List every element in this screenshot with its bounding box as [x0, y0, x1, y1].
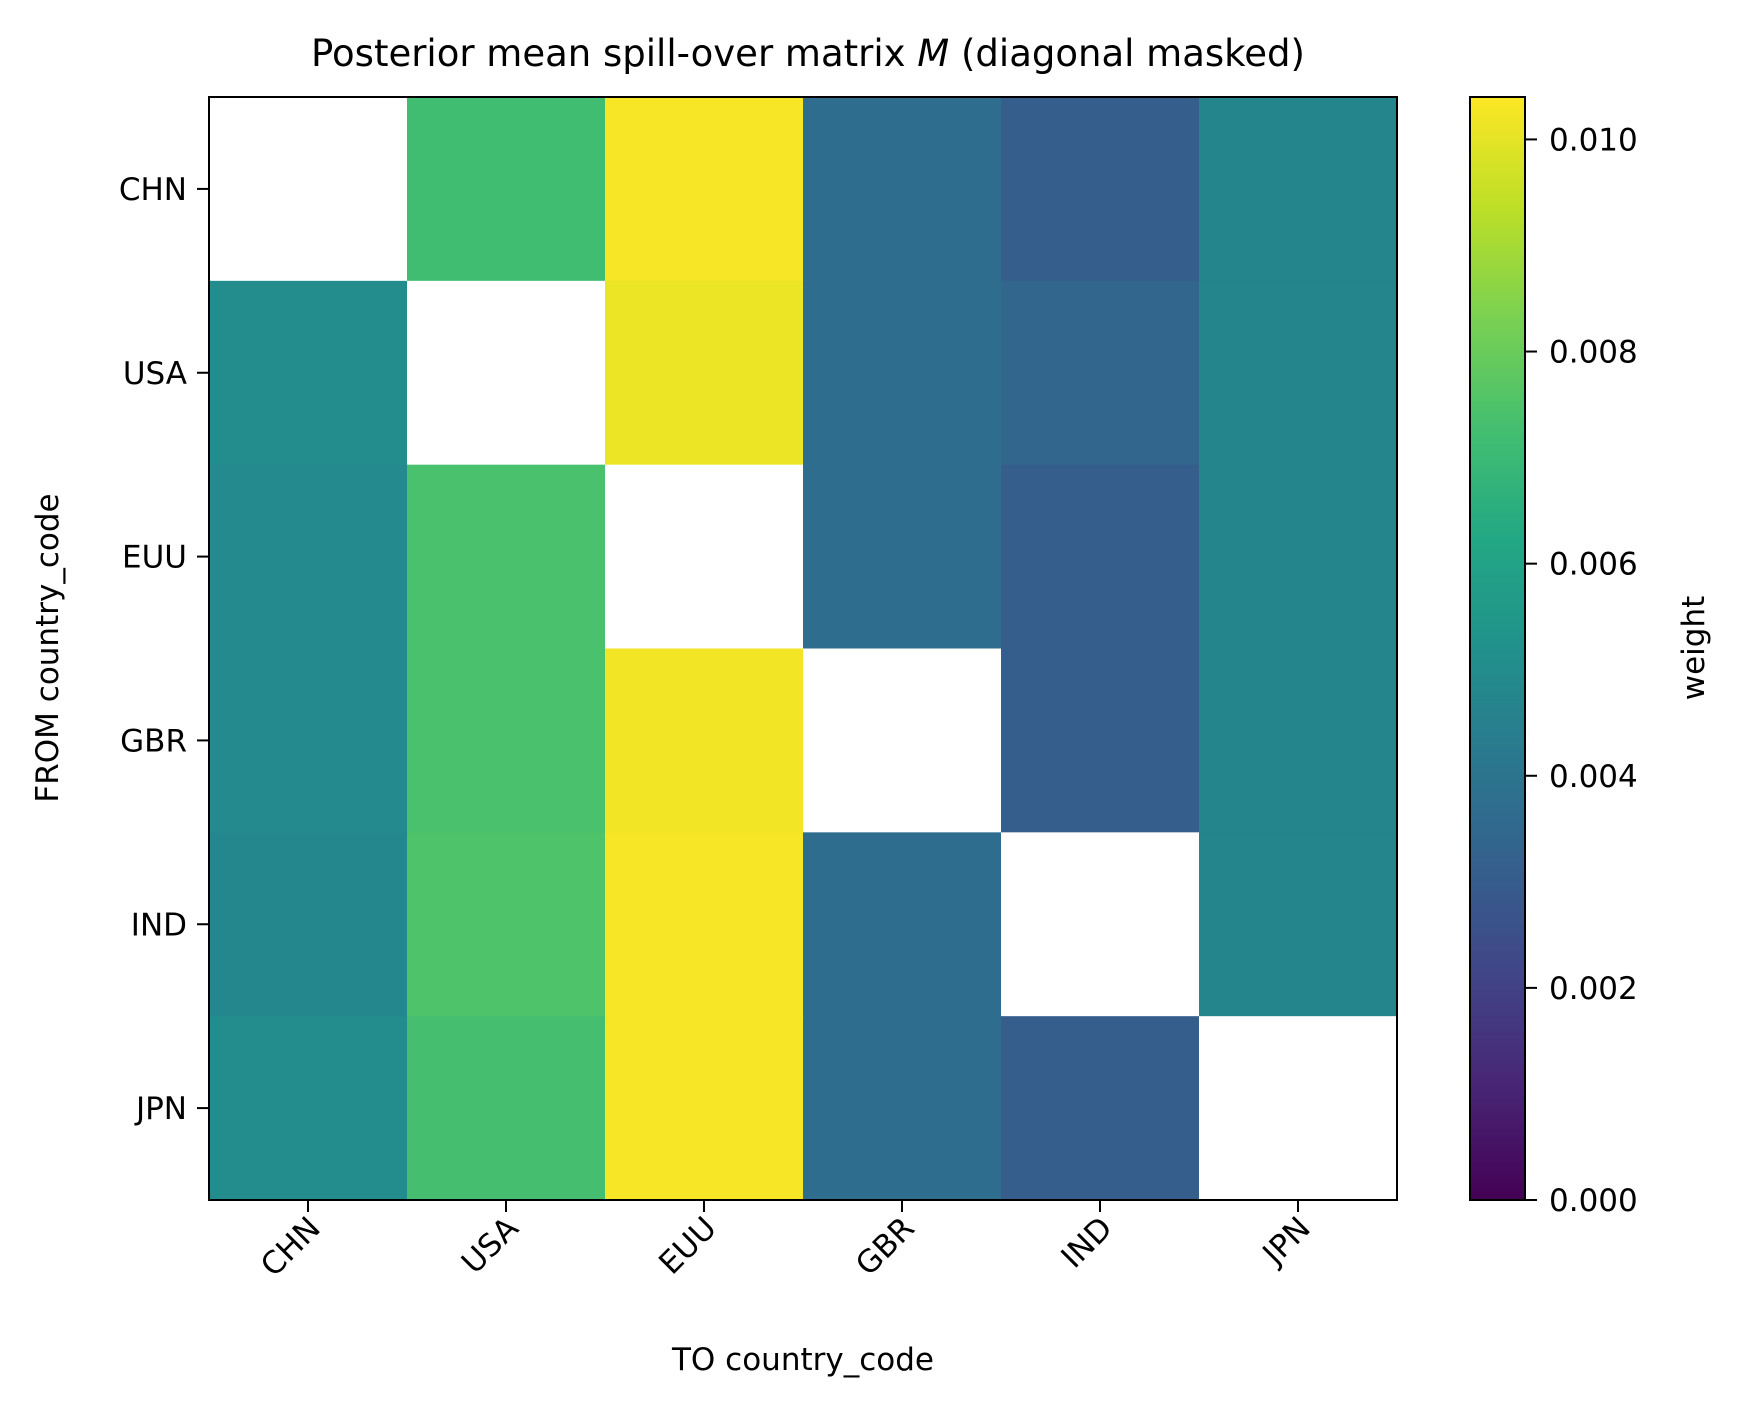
heatmap-cell-chn-ind: [1001, 97, 1200, 282]
y-tick-label-jpn: JPN: [134, 1091, 187, 1127]
heatmap-cell-jpn-usa: [407, 1016, 606, 1201]
chart-title: Posterior mean spill-over matrix M (diag…: [311, 32, 1305, 75]
heatmap-cell-euu-chn: [209, 464, 408, 649]
y-axis-ticks: CHN USA EUU GBR IND JPN: [119, 172, 209, 1127]
colorbar-tick-label: 0.010: [1549, 122, 1638, 158]
heatmap-cell-usa-ind: [1001, 280, 1200, 466]
x-tick-label-chn: CHN: [254, 1210, 328, 1284]
heatmap-cell-gbr-gbr: [803, 648, 1002, 833]
x-axis-ticks: CHN USA EUU GBR IND JPN: [254, 1200, 1318, 1284]
heatmap-cell-usa-usa: [407, 280, 606, 466]
heatmap-cell-gbr-jpn: [1199, 648, 1398, 833]
y-tick-label-chn: CHN: [119, 172, 187, 208]
y-tick-label-ind: IND: [131, 907, 187, 943]
y-axis-label: FROM country_code: [30, 493, 66, 802]
heatmap-cell-gbr-usa: [407, 648, 606, 833]
heatmap-cell-chn-euu: [605, 97, 804, 282]
heatmap-cell-euu-jpn: [1199, 464, 1398, 649]
colorbar-tick-label: 0.002: [1549, 971, 1638, 1007]
heatmap-cell-usa-chn: [209, 280, 408, 466]
heatmap-cell-jpn-chn: [209, 1016, 408, 1201]
colorbar-tick-label: 0.000: [1549, 1183, 1638, 1219]
heatmap-cell-usa-gbr: [803, 280, 1002, 466]
heatmap-cell-ind-chn: [209, 832, 408, 1017]
heatmap-cell-euu-euu: [605, 464, 804, 649]
x-tick-label-jpn: JPN: [1255, 1210, 1318, 1273]
y-tick-label-gbr: GBR: [120, 723, 187, 759]
heatmap-cell-usa-euu: [605, 280, 804, 466]
heatmap-cell-jpn-jpn: [1199, 1016, 1398, 1201]
colorbar-tick-label: 0.004: [1549, 759, 1638, 795]
heatmap-cell-jpn-ind: [1001, 1016, 1200, 1201]
heatmap-cell-euu-ind: [1001, 464, 1200, 649]
colorbar: [1469, 96, 1526, 1201]
y-tick-label-euu: EUU: [122, 540, 187, 576]
heatmap-cell-euu-usa: [407, 464, 606, 649]
plot-frame: [208, 96, 1398, 1201]
colorbar-tick-label: 0.006: [1549, 547, 1638, 583]
heatmap-cell-chn-usa: [407, 97, 606, 282]
colorbar-label: weight: [1676, 596, 1712, 701]
colorbar-tick-label: 0.008: [1549, 335, 1638, 371]
heatmap-cell-chn-chn: [209, 97, 408, 282]
heatmap-cell-gbr-euu: [605, 648, 804, 833]
heatmap-cell-gbr-chn: [209, 648, 408, 833]
x-tick-label-gbr: GBR: [849, 1210, 922, 1283]
heatmap-cell-chn-gbr: [803, 97, 1002, 282]
heatmap-cell-usa-jpn: [1199, 280, 1398, 466]
heatmap-cell-euu-gbr: [803, 464, 1002, 649]
heatmap-cell-ind-ind: [1001, 832, 1200, 1017]
x-tick-label-ind: IND: [1054, 1210, 1119, 1275]
x-axis-label: TO country_code: [671, 1342, 934, 1378]
heatmap-cell-jpn-euu: [605, 1016, 804, 1201]
y-tick-label-usa: USA: [123, 356, 187, 392]
x-tick-label-usa: USA: [455, 1210, 526, 1281]
heatmap-cell-gbr-ind: [1001, 648, 1200, 833]
heatmap-cell-jpn-gbr: [803, 1016, 1002, 1201]
colorbar-ticks: 0.000 0.002 0.004 0.006 0.008 0.010: [1525, 122, 1638, 1219]
heatmap-cell-ind-usa: [407, 832, 606, 1017]
heatmap-cell-ind-gbr: [803, 832, 1002, 1017]
heatmap-cell-ind-euu: [605, 832, 804, 1017]
heatmap-cell-chn-jpn: [1199, 97, 1398, 282]
x-tick-label-euu: EUU: [652, 1210, 723, 1281]
heatmap-cell-ind-jpn: [1199, 832, 1398, 1017]
heatmap-cells: [209, 97, 1398, 1201]
